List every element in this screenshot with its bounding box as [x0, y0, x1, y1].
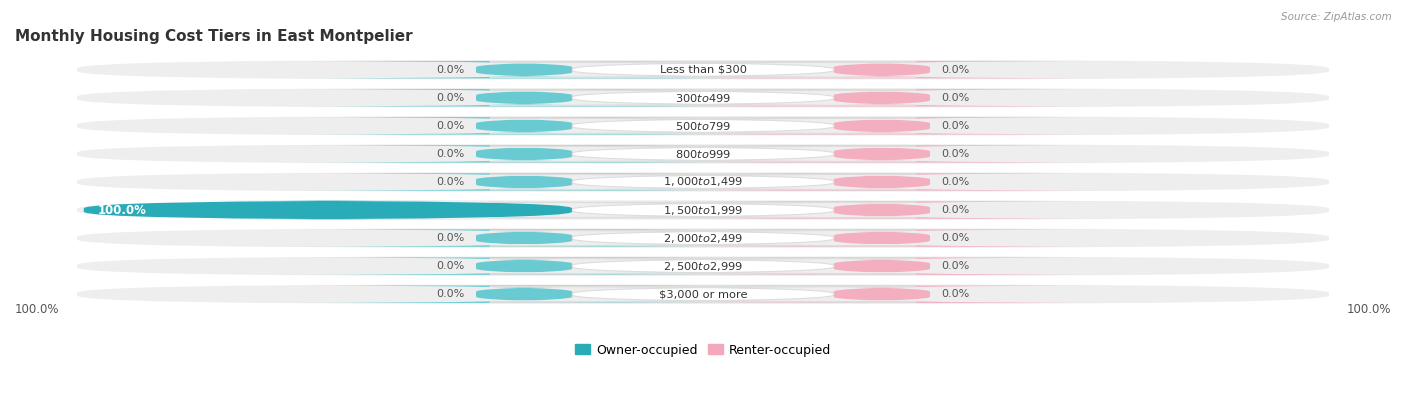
- Text: 0.0%: 0.0%: [941, 289, 969, 299]
- FancyBboxPatch shape: [627, 229, 1136, 247]
- FancyBboxPatch shape: [77, 88, 1329, 107]
- Text: 100.0%: 100.0%: [97, 203, 146, 217]
- FancyBboxPatch shape: [77, 200, 1329, 220]
- FancyBboxPatch shape: [489, 62, 917, 78]
- Text: 0.0%: 0.0%: [941, 205, 969, 215]
- Text: 0.0%: 0.0%: [941, 93, 969, 103]
- FancyBboxPatch shape: [627, 173, 1136, 190]
- FancyBboxPatch shape: [627, 61, 1136, 78]
- FancyBboxPatch shape: [77, 144, 1329, 164]
- FancyBboxPatch shape: [270, 61, 779, 78]
- FancyBboxPatch shape: [77, 116, 1329, 136]
- Text: 0.0%: 0.0%: [437, 261, 465, 271]
- Text: $500 to $799: $500 to $799: [675, 120, 731, 132]
- FancyBboxPatch shape: [77, 172, 1329, 192]
- Text: $1,000 to $1,499: $1,000 to $1,499: [664, 176, 742, 188]
- FancyBboxPatch shape: [489, 146, 917, 161]
- Text: $3,000 or more: $3,000 or more: [659, 289, 747, 299]
- FancyBboxPatch shape: [270, 257, 779, 275]
- Text: $2,500 to $2,999: $2,500 to $2,999: [664, 260, 742, 273]
- FancyBboxPatch shape: [489, 90, 917, 105]
- Text: 0.0%: 0.0%: [437, 121, 465, 131]
- Text: 0.0%: 0.0%: [941, 233, 969, 243]
- Text: Source: ZipAtlas.com: Source: ZipAtlas.com: [1281, 12, 1392, 22]
- Text: Less than $300: Less than $300: [659, 65, 747, 75]
- Text: $300 to $499: $300 to $499: [675, 92, 731, 104]
- FancyBboxPatch shape: [489, 259, 917, 274]
- FancyBboxPatch shape: [627, 145, 1136, 163]
- FancyBboxPatch shape: [627, 117, 1136, 134]
- FancyBboxPatch shape: [489, 286, 917, 302]
- FancyBboxPatch shape: [77, 256, 1329, 276]
- Text: $2,000 to $2,499: $2,000 to $2,499: [664, 232, 742, 244]
- Text: 0.0%: 0.0%: [941, 149, 969, 159]
- Text: 100.0%: 100.0%: [1347, 303, 1391, 316]
- FancyBboxPatch shape: [270, 89, 779, 107]
- Text: 0.0%: 0.0%: [941, 121, 969, 131]
- FancyBboxPatch shape: [627, 257, 1136, 275]
- Text: 100.0%: 100.0%: [15, 303, 59, 316]
- FancyBboxPatch shape: [77, 60, 1329, 79]
- Text: 0.0%: 0.0%: [437, 93, 465, 103]
- Text: 0.0%: 0.0%: [941, 65, 969, 75]
- FancyBboxPatch shape: [270, 173, 779, 190]
- FancyBboxPatch shape: [627, 286, 1136, 303]
- Text: 0.0%: 0.0%: [941, 261, 969, 271]
- FancyBboxPatch shape: [627, 89, 1136, 107]
- FancyBboxPatch shape: [270, 229, 779, 247]
- Text: $1,500 to $1,999: $1,500 to $1,999: [664, 203, 742, 217]
- Text: 0.0%: 0.0%: [437, 289, 465, 299]
- FancyBboxPatch shape: [270, 117, 779, 134]
- Text: 0.0%: 0.0%: [437, 177, 465, 187]
- FancyBboxPatch shape: [489, 230, 917, 246]
- FancyBboxPatch shape: [270, 286, 779, 303]
- Text: 0.0%: 0.0%: [437, 65, 465, 75]
- FancyBboxPatch shape: [489, 202, 917, 218]
- FancyBboxPatch shape: [77, 228, 1329, 248]
- Text: 0.0%: 0.0%: [437, 233, 465, 243]
- Legend: Owner-occupied, Renter-occupied: Owner-occupied, Renter-occupied: [569, 339, 837, 361]
- Text: 0.0%: 0.0%: [941, 177, 969, 187]
- Text: $800 to $999: $800 to $999: [675, 148, 731, 160]
- FancyBboxPatch shape: [270, 145, 779, 163]
- Text: 0.0%: 0.0%: [437, 149, 465, 159]
- FancyBboxPatch shape: [489, 174, 917, 190]
- FancyBboxPatch shape: [627, 201, 1136, 219]
- Text: Monthly Housing Cost Tiers in East Montpelier: Monthly Housing Cost Tiers in East Montp…: [15, 29, 412, 44]
- FancyBboxPatch shape: [84, 200, 572, 220]
- FancyBboxPatch shape: [489, 118, 917, 134]
- FancyBboxPatch shape: [77, 285, 1329, 304]
